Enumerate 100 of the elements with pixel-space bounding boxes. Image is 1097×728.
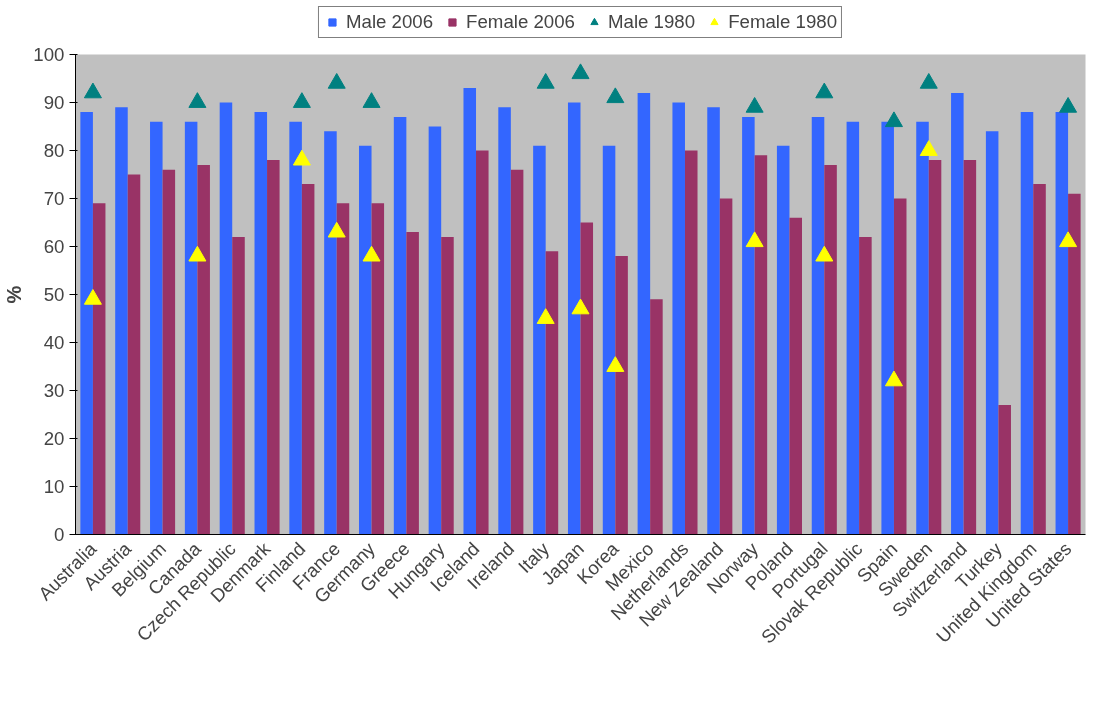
point — [815, 82, 834, 99]
bar — [197, 164, 210, 535]
point — [884, 370, 903, 387]
legend-label: Male 2006 — [345, 11, 434, 33]
bar — [533, 145, 546, 535]
point — [1059, 231, 1078, 248]
bar — [428, 126, 442, 535]
bar — [580, 222, 594, 535]
bar — [232, 236, 245, 535]
point — [606, 356, 625, 372]
bar — [650, 299, 663, 535]
bar — [881, 121, 894, 535]
bar — [893, 198, 907, 535]
bar — [1055, 112, 1069, 535]
bar — [916, 121, 929, 535]
bar — [441, 236, 454, 535]
bar — [336, 203, 350, 535]
bar — [393, 116, 407, 535]
y-tick-label: 80 — [43, 140, 65, 161]
point — [571, 63, 590, 80]
y-tick-label: 30 — [43, 380, 65, 401]
bar — [510, 169, 524, 535]
point — [327, 72, 346, 89]
point — [1059, 96, 1078, 113]
bar — [545, 251, 559, 535]
y-tick-label: 20 — [43, 428, 65, 449]
point — [571, 298, 590, 315]
legend-label: Female 1980 — [728, 11, 838, 33]
bar — [776, 145, 790, 535]
point — [884, 111, 903, 128]
bar — [162, 169, 176, 535]
bar — [811, 116, 825, 535]
bar — [615, 256, 628, 535]
bar — [602, 145, 616, 535]
point — [83, 82, 102, 99]
bar — [150, 121, 163, 535]
bar — [742, 116, 755, 535]
legend-label: Male 1980 — [608, 11, 696, 33]
point — [606, 87, 625, 104]
y-tick-label: 100 — [33, 44, 65, 65]
bar — [567, 102, 581, 535]
legend-label: Female 2006 — [466, 11, 575, 33]
y-tick-label: 0 — [54, 524, 65, 545]
point — [83, 288, 102, 305]
point — [362, 245, 381, 262]
bar — [998, 404, 1011, 535]
point — [745, 96, 764, 113]
bar — [1068, 193, 1081, 535]
bar — [80, 112, 93, 535]
bar — [184, 121, 198, 535]
y-tick-label: 60 — [43, 236, 65, 257]
bar — [324, 131, 337, 535]
bar — [859, 236, 872, 535]
bar — [963, 160, 977, 535]
bar — [637, 92, 651, 535]
bar — [359, 145, 372, 535]
y-tick-label: 40 — [43, 332, 65, 353]
bar — [267, 160, 280, 535]
point — [536, 72, 555, 89]
bar — [476, 150, 489, 535]
bar — [846, 121, 860, 535]
bar — [498, 107, 511, 535]
bar — [789, 217, 802, 535]
point — [327, 221, 346, 238]
point — [188, 245, 207, 262]
bar — [684, 150, 698, 535]
bar — [219, 102, 233, 535]
point — [745, 231, 764, 248]
y-tick-label: 70 — [43, 188, 65, 209]
bar — [754, 155, 768, 535]
bar — [1033, 184, 1046, 535]
bar — [672, 102, 685, 535]
point — [362, 92, 381, 108]
point — [919, 72, 938, 89]
bar — [115, 107, 128, 535]
bar — [719, 198, 733, 535]
bar — [406, 232, 419, 535]
bar — [928, 160, 942, 535]
bar — [1020, 112, 1034, 535]
bar — [463, 88, 477, 535]
bar — [985, 131, 999, 535]
y-tick-label: 50 — [43, 284, 65, 305]
y-axis-title: % — [3, 285, 26, 304]
bar — [254, 112, 268, 535]
bar — [127, 174, 141, 535]
bar — [707, 107, 720, 535]
point — [292, 92, 311, 108]
point — [815, 245, 834, 262]
bar — [371, 203, 385, 535]
bar — [824, 164, 837, 535]
point — [292, 149, 311, 166]
point — [188, 92, 207, 108]
y-tick-label: 10 — [43, 476, 65, 497]
bar — [289, 121, 302, 535]
point — [536, 308, 555, 324]
point — [919, 140, 938, 156]
bar — [951, 92, 964, 535]
y-tick-label: 90 — [43, 92, 65, 113]
bar — [92, 203, 106, 535]
bar — [301, 184, 315, 535]
